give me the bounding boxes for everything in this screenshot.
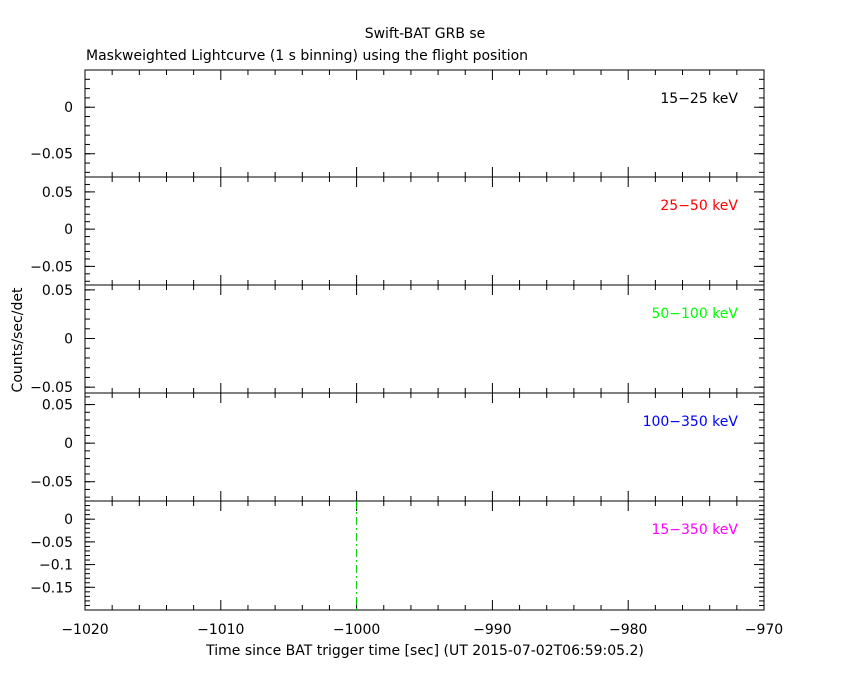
x-tick-label: −980 [609, 622, 647, 638]
band-label-1: 15−25 keV [660, 91, 738, 107]
x-tick-label: −970 [745, 622, 783, 638]
x-tick-label: −1020 [61, 622, 108, 638]
y-tick-label: 0.05 [42, 398, 73, 414]
panel-frame-3 [84, 284, 765, 394]
panel-frame-4 [84, 392, 765, 502]
y-tick-label: −0.15 [30, 580, 73, 596]
band-label-2: 25−50 keV [660, 198, 738, 214]
band-label-3: 50−100 keV [651, 306, 738, 322]
y-tick-label: −0.05 [30, 147, 73, 163]
y-tick-label: 0 [64, 100, 73, 116]
x-tick-label: −1010 [197, 622, 244, 638]
y-tick-label: −0.1 [39, 558, 73, 574]
band-label-5: 15−350 keV [651, 522, 738, 538]
x-tick-label: −990 [473, 622, 511, 638]
panel-frame-1 [84, 69, 765, 178]
y-tick-label: 0 [64, 436, 73, 452]
y-tick-label: 0.05 [42, 283, 73, 299]
y-tick-label: 0.05 [42, 185, 73, 201]
panel-frame-2 [84, 176, 765, 286]
chart-subtitle: Maskweighted Lightcurve (1 s binning) us… [86, 48, 528, 64]
band-label-4: 100−350 keV [643, 414, 739, 430]
y-tick-label: −0.05 [30, 380, 73, 396]
y-tick-label: 0 [64, 222, 73, 238]
x-tick-label: −1000 [333, 622, 380, 638]
y-tick-label: −0.05 [30, 535, 73, 551]
chart-title: Swift-BAT GRB se [365, 26, 486, 42]
y-tick-label: 0 [64, 512, 73, 528]
panels-group: 0 −0.05 15−25 keV 0.05 0 −0.05 25−50 keV 0.05 0 −… [30, 69, 783, 638]
x-axis-label: Time since BAT trigger time [sec] (UT 20… [205, 643, 644, 659]
y-tick-label: 0 [64, 332, 73, 348]
y-tick-label: −0.05 [30, 259, 73, 275]
panel-frame-5 [84, 500, 765, 611]
y-tick-label: −0.05 [30, 475, 73, 491]
y-axis-label: Counts/sec/det [10, 287, 26, 392]
